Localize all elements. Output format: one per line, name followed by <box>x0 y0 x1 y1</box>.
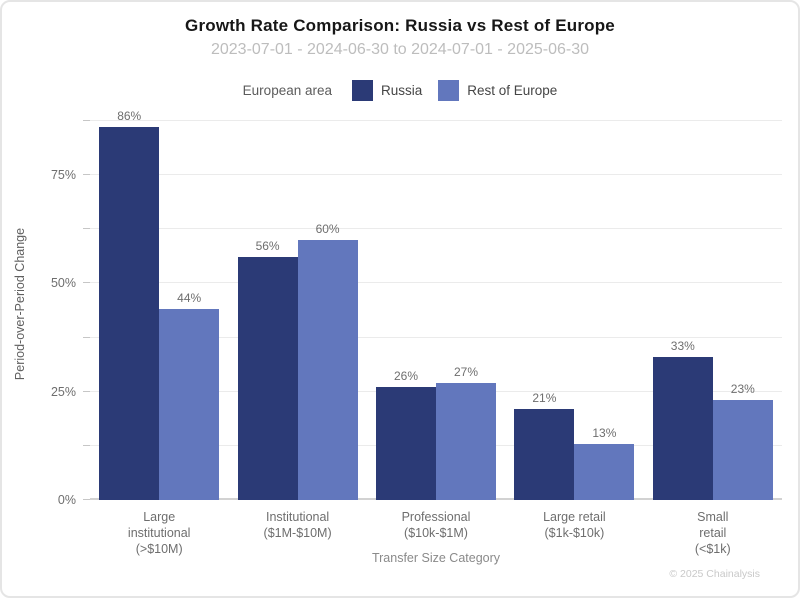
category-label: Institutional ($1M-$10M) <box>263 510 332 540</box>
y-axis-tick <box>83 174 90 175</box>
gridline <box>90 174 782 175</box>
bar-russia <box>514 409 575 500</box>
legend-swatch-russia <box>352 79 373 101</box>
bar-rest-of-europe <box>297 240 358 500</box>
legend: European area Russia Rest of Europe <box>2 78 798 102</box>
y-axis-tick <box>83 119 90 121</box>
y-tick-label: 75% <box>50 168 76 182</box>
gridline <box>90 119 782 121</box>
category-label: Large institutional (>$10M) <box>127 510 191 556</box>
bar-russia <box>652 357 713 500</box>
plot-area: 0% 25% 50% 75% 86% 44% Large institutional (>$10… <box>51 109 782 556</box>
bar-russia <box>376 387 436 500</box>
bar-value-label: 44% <box>177 291 202 306</box>
bar-russia <box>99 127 160 500</box>
bar-value-label: 27% <box>453 365 479 379</box>
y-tick-label: 25% <box>50 384 76 399</box>
y-axis-tick <box>83 228 90 230</box>
bar-value-label: 26% <box>393 369 419 384</box>
bar-russia <box>237 257 298 500</box>
legend-label-rest-of-europe: Rest of Europe <box>467 82 558 98</box>
bar-value-label: 33% <box>670 339 695 353</box>
legend-item-rest-of-europe: Rest of Europe <box>438 79 558 101</box>
y-axis-tick <box>83 444 90 446</box>
y-axis-tick <box>83 499 90 500</box>
y-tick-label: 50% <box>50 276 76 291</box>
bar-value-label: 13% <box>592 425 617 440</box>
category-label: Professional ($10k-$1M) <box>401 510 471 540</box>
bar-value-label: 56% <box>255 239 280 254</box>
chart-subtitle: 2023-07-01 - 2024-06-30 to 2024-07-01 - … <box>210 41 590 58</box>
bar-value-label: 86% <box>117 109 142 124</box>
bar-rest-of-europe <box>159 309 220 500</box>
legend-label-russia: Russia <box>381 82 423 98</box>
bar-rest-of-europe <box>712 400 773 500</box>
gridline <box>90 336 782 338</box>
category-label: Large retail ($1k-$10k) <box>543 510 606 540</box>
chart-title: Growth Rate Comparison: Russia vs Rest o… <box>185 16 615 35</box>
x-axis-title: Transfer Size Category <box>371 551 501 565</box>
gridline <box>90 228 782 230</box>
y-tick-label: 0% <box>57 493 76 507</box>
legend-swatch-rest-of-europe <box>438 79 460 101</box>
y-axis-tick <box>83 336 90 338</box>
category-label: Small retail (<$1k) <box>694 510 731 556</box>
y-axis-tick <box>83 390 90 392</box>
y-axis-tick <box>83 282 90 284</box>
bar-rest-of-europe <box>436 383 496 500</box>
bar-value-label: 60% <box>315 222 340 236</box>
legend-title: European area <box>242 82 332 98</box>
y-axis-title: Period-over-Period Change <box>13 227 27 381</box>
bar-value-label: 21% <box>532 391 557 405</box>
gridline <box>90 282 782 284</box>
copyright-text: © 2025 Chainalysis <box>669 568 760 580</box>
legend-item-russia: Russia <box>352 79 423 101</box>
bar-rest-of-europe <box>574 443 635 500</box>
bar-value-label: 23% <box>730 382 755 397</box>
